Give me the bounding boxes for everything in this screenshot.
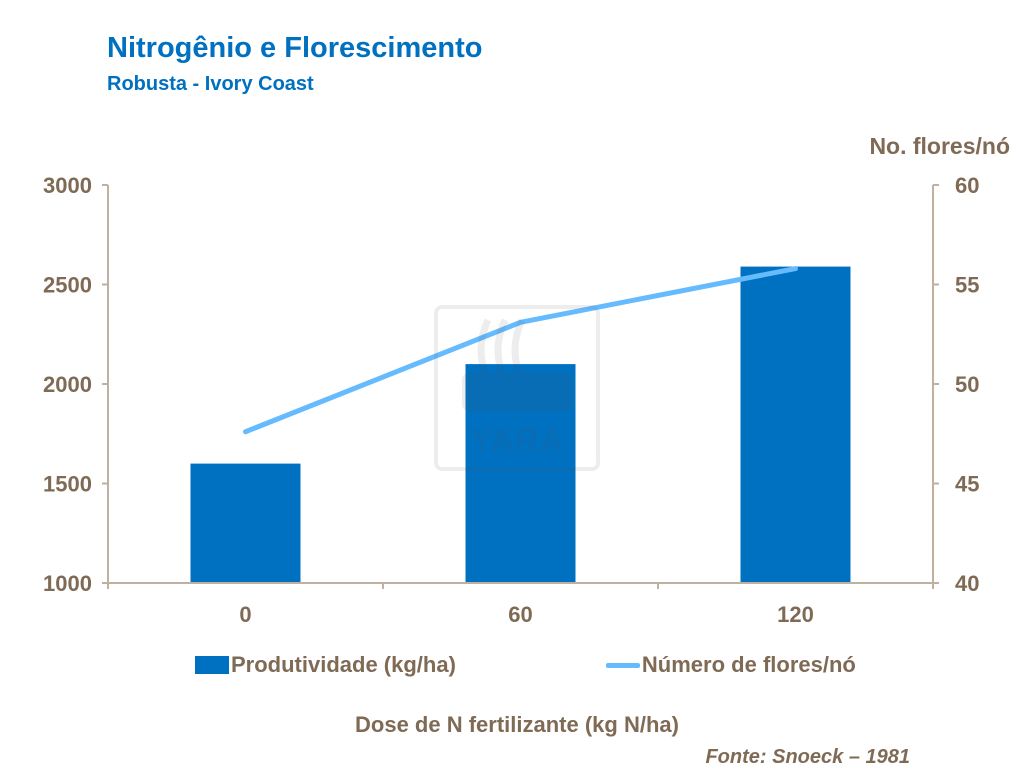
bar-60 (465, 364, 576, 583)
x-tick-label-60: 60 (508, 602, 532, 627)
legend-label-bar: Produtividade (kg/ha) (231, 652, 456, 677)
x-tick-label-120: 120 (777, 602, 814, 627)
svg-text:YARA: YARA (470, 422, 563, 460)
bar-120 (740, 266, 851, 583)
x-axis-label: Dose de N fertilizante (kg N/ha) (355, 712, 679, 737)
left-tick-label-1000: 1000 (43, 571, 92, 596)
bar-0 (190, 463, 301, 583)
right-tick-label-55: 55 (955, 273, 979, 298)
right-tick-label-60: 60 (955, 173, 979, 198)
chart-title: Nitrogênio e Florescimento (107, 32, 483, 64)
right-tick-label-50: 50 (955, 372, 979, 397)
legend: Produtividade (kg/ha) Número de flores/n… (195, 652, 856, 678)
left-tick-label-2500: 2500 (43, 273, 92, 298)
source-note: Fonte: Snoeck – 1981 (705, 746, 910, 768)
left-tick-label-3000: 3000 (43, 173, 92, 198)
right-axis-label: No. flores/nó (869, 133, 1010, 159)
legend-swatch-bar (195, 656, 229, 674)
legend-swatch-line (605, 662, 640, 668)
chart-subtitle: Robusta - Ivory Coast (107, 73, 314, 95)
legend-label-line: Número de flores/nó (641, 652, 856, 677)
right-tick-label-40: 40 (955, 571, 979, 596)
right-tick-label-45: 45 (955, 472, 979, 497)
yara-watermark-logo: YARA (434, 305, 600, 471)
x-tick-label-0: 0 (239, 602, 251, 627)
left-tick-label-2000: 2000 (43, 372, 92, 397)
left-tick-label-1500: 1500 (43, 472, 92, 497)
